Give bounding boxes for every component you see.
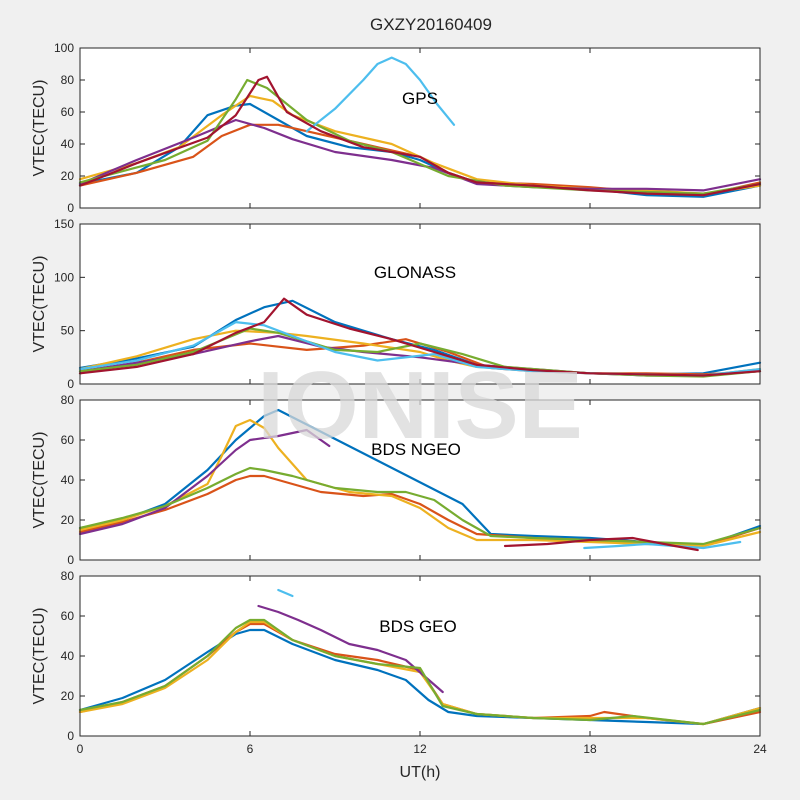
y-axis-label: VTEC(TECU) — [31, 432, 48, 529]
series-line — [257, 604, 444, 694]
panel-1: 0 20 40 60 80 100 VTEC(TECU) GPS — [31, 41, 762, 215]
y-tick-label: 150 — [54, 217, 74, 231]
x-axis-label: UT(h) — [400, 764, 441, 781]
y-tick-label: 0 — [67, 729, 74, 743]
plot-area — [80, 48, 760, 208]
panel-annotation: BDS GEO — [379, 617, 456, 636]
y-axis-label: VTEC(TECU) — [31, 608, 48, 705]
plot-area — [80, 576, 760, 736]
watermark-text: IONISE — [257, 352, 582, 459]
y-tick-label: 0 — [67, 553, 74, 567]
panel-annotation: GLONASS — [374, 263, 456, 282]
y-tick-label: 80 — [61, 73, 75, 87]
y-tick-label: 80 — [61, 393, 75, 407]
series-line — [78, 118, 762, 192]
panel-annotation: GPS — [402, 89, 438, 108]
y-tick-label: 80 — [61, 569, 75, 583]
x-tick-label: 12 — [413, 742, 427, 756]
y-tick-label: 100 — [54, 270, 74, 284]
panel-annotation: BDS NGEO — [371, 440, 461, 459]
x-tick-label: 24 — [753, 742, 767, 756]
x-tick-label: 0 — [77, 742, 84, 756]
series-line — [503, 536, 699, 552]
y-tick-label: 50 — [61, 324, 75, 338]
chart-title: GXZY20160409 — [370, 15, 492, 34]
panel-2: 0 50 100 150 VTEC(TECU) GLONASS — [31, 217, 762, 391]
y-tick-label: 60 — [61, 105, 75, 119]
series-line — [78, 297, 762, 377]
series-line — [78, 428, 331, 536]
y-tick-label: 40 — [61, 137, 75, 151]
panel-3: 0 20 40 60 80 VTEC(TECU) BDS NGEO — [31, 393, 762, 567]
panel-4: 0 20 40 60 80 0 6 12 18 24 VTEC(TECU) BDS GEO — [31, 569, 767, 756]
series-line — [277, 588, 294, 598]
series-line — [78, 618, 762, 726]
x-tick-label: 6 — [247, 742, 254, 756]
y-axis-label: VTEC(TECU) — [31, 256, 48, 353]
series-line — [305, 56, 456, 133]
axes-frame — [79, 399, 761, 561]
y-tick-label: 40 — [61, 473, 75, 487]
x-tick-label: 18 — [583, 742, 597, 756]
y-tick-label: 20 — [61, 513, 75, 527]
axes-frame — [79, 47, 761, 209]
series-line — [583, 540, 742, 550]
series-line — [78, 75, 762, 197]
y-tick-label: 60 — [61, 433, 75, 447]
axes-frame — [79, 575, 761, 737]
y-tick-label: 0 — [67, 201, 74, 215]
y-tick-label: 100 — [54, 41, 74, 55]
y-axis-label: VTEC(TECU) — [31, 80, 48, 177]
y-tick-label: 20 — [61, 689, 75, 703]
y-tick-label: 20 — [61, 169, 75, 183]
y-tick-label: 60 — [61, 609, 75, 623]
y-tick-label: 0 — [67, 377, 74, 391]
axes-frame — [79, 223, 761, 385]
y-tick-label: 40 — [61, 649, 75, 663]
